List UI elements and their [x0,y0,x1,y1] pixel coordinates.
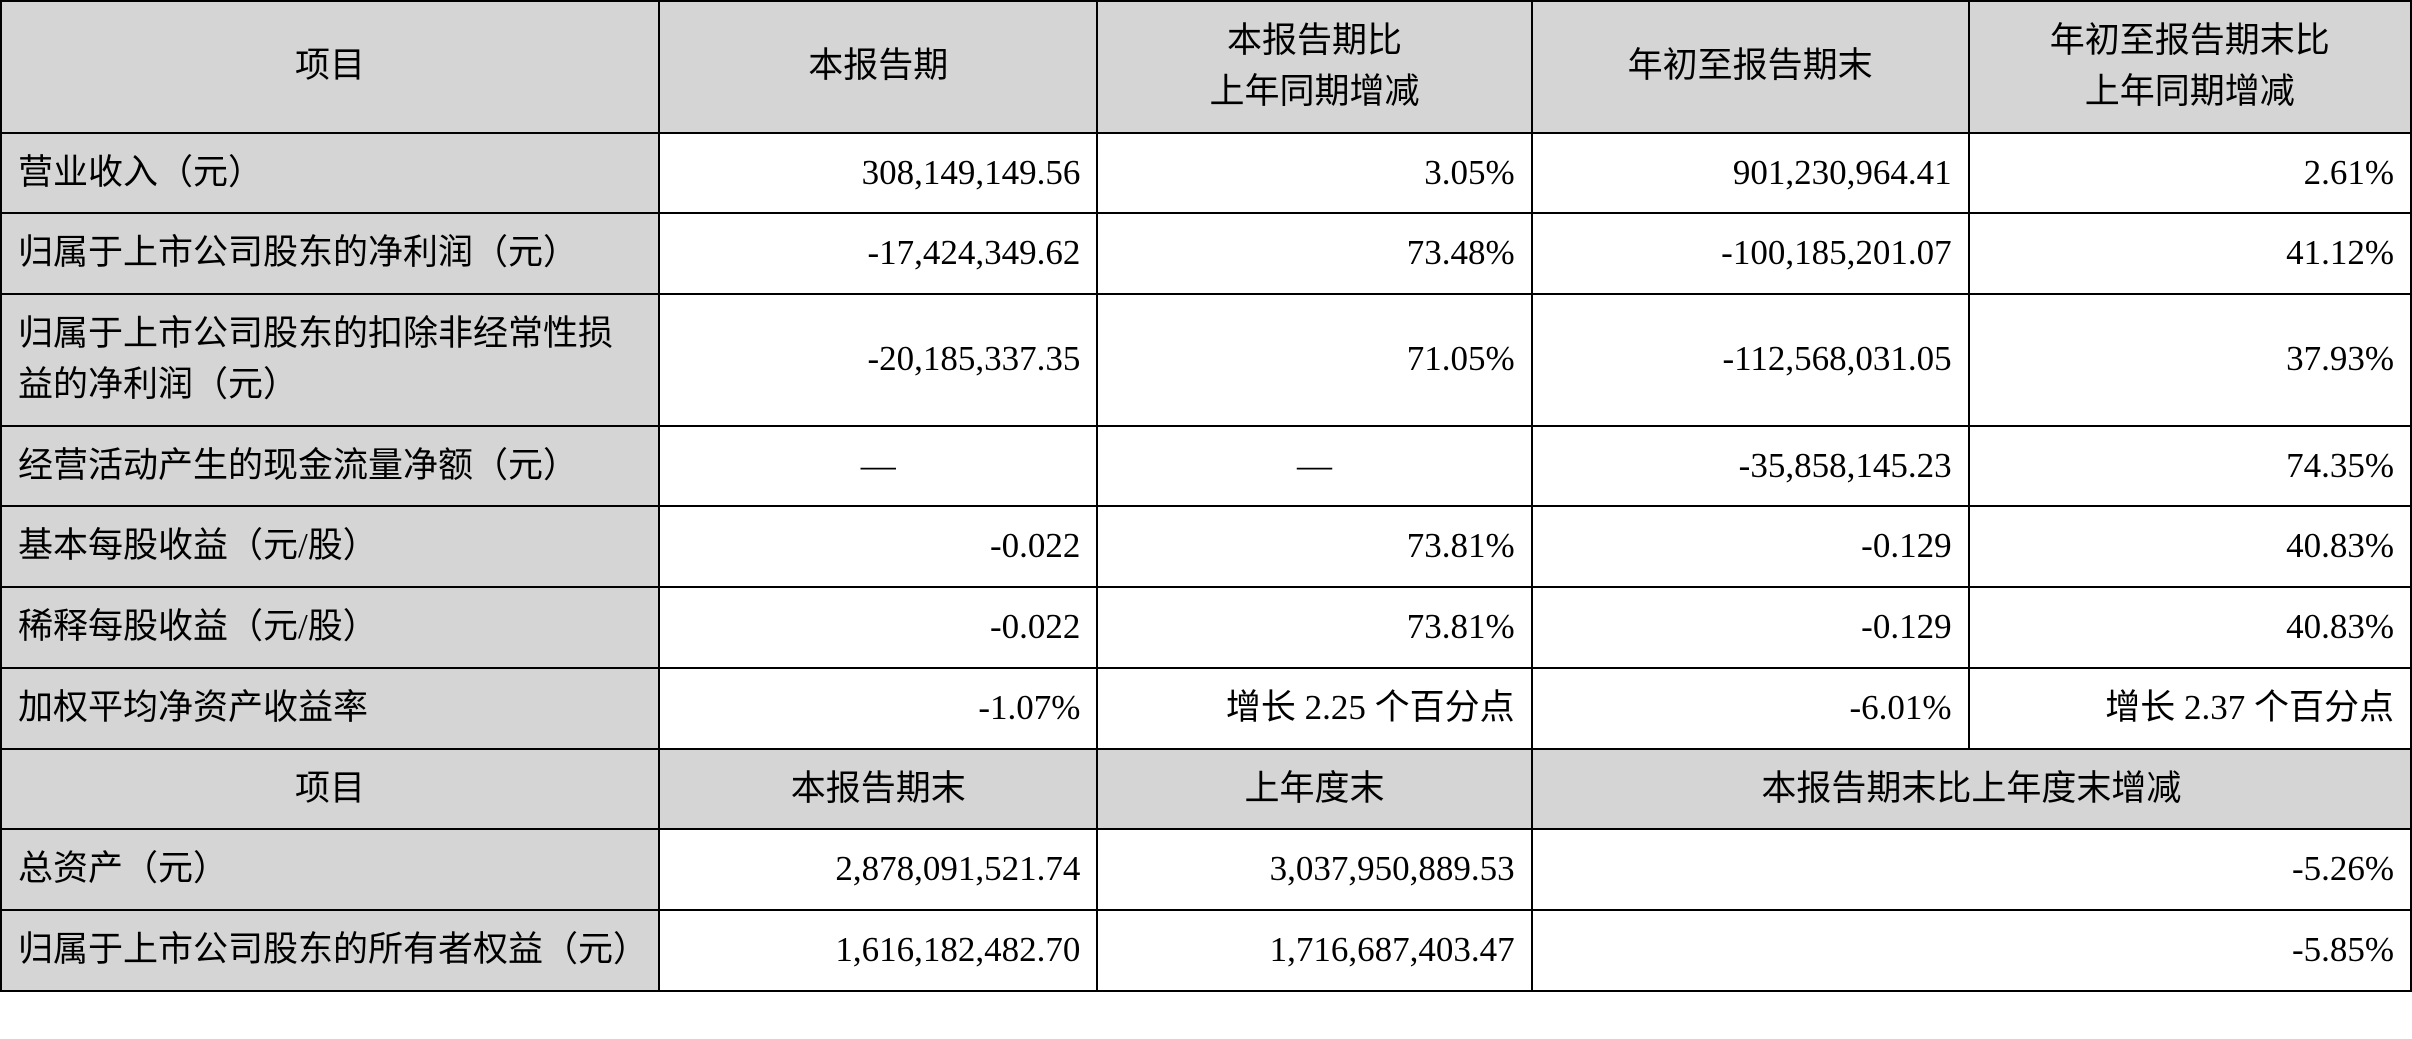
row-value: 3.05% [1097,133,1531,214]
section1-header-2: 本报告期比上年同期增减 [1097,1,1531,133]
row-label: 经营活动产生的现金流量净额（元） [1,426,659,507]
row-value: -112,568,031.05 [1532,294,1969,426]
section1-header-1: 本报告期 [659,1,1097,133]
row-value: -17,424,349.62 [659,213,1097,294]
row-value: 74.35% [1969,426,2411,507]
section2-header-1: 本报告期末 [659,749,1097,830]
row-value: -6.01% [1532,668,1969,749]
table-row: 基本每股收益（元/股） -0.022 73.81% -0.129 40.83% [1,506,2411,587]
row-value: 3,037,950,889.53 [1097,829,1531,910]
section2-header-2: 上年度末 [1097,749,1531,830]
table-row: 归属于上市公司股东的扣除非经常性损益的净利润（元） -20,185,337.35… [1,294,2411,426]
row-value: 2,878,091,521.74 [659,829,1097,910]
row-value: 73.81% [1097,506,1531,587]
row-label: 稀释每股收益（元/股） [1,587,659,668]
table-row: 经营活动产生的现金流量净额（元） — — -35,858,145.23 74.3… [1,426,2411,507]
section2-header-3: 本报告期末比上年度末增减 [1532,749,2411,830]
row-value: 1,716,687,403.47 [1097,910,1531,991]
row-value: 2.61% [1969,133,2411,214]
row-value: 73.81% [1097,587,1531,668]
row-value: -100,185,201.07 [1532,213,1969,294]
row-value: 73.48% [1097,213,1531,294]
table-row: 归属于上市公司股东的净利润（元） -17,424,349.62 73.48% -… [1,213,2411,294]
row-label: 归属于上市公司股东的净利润（元） [1,213,659,294]
table-row: 归属于上市公司股东的所有者权益（元） 1,616,182,482.70 1,71… [1,910,2411,991]
row-value: 37.93% [1969,294,2411,426]
section1-header-3: 年初至报告期末 [1532,1,1969,133]
row-value: -0.022 [659,506,1097,587]
row-label: 归属于上市公司股东的所有者权益（元） [1,910,659,991]
financial-table: 项目 本报告期 本报告期比上年同期增减 年初至报告期末 年初至报告期末比上年同期… [0,0,2412,992]
row-label: 总资产（元） [1,829,659,910]
table-row: 加权平均净资产收益率 -1.07% 增长 2.25 个百分点 -6.01% 增长… [1,668,2411,749]
section1-header-row: 项目 本报告期 本报告期比上年同期增减 年初至报告期末 年初至报告期末比上年同期… [1,1,2411,133]
row-value: 41.12% [1969,213,2411,294]
row-label: 营业收入（元） [1,133,659,214]
financial-table-container: 项目 本报告期 本报告期比上年同期增减 年初至报告期末 年初至报告期末比上年同期… [0,0,2412,992]
row-value: 40.83% [1969,587,2411,668]
table-row: 营业收入（元） 308,149,149.56 3.05% 901,230,964… [1,133,2411,214]
row-value: 901,230,964.41 [1532,133,1969,214]
row-value: -1.07% [659,668,1097,749]
row-value: 40.83% [1969,506,2411,587]
row-value: -5.26% [1532,829,2411,910]
section2-header-row: 项目 本报告期末 上年度末 本报告期末比上年度末增减 [1,749,2411,830]
row-value: — [659,426,1097,507]
row-label: 归属于上市公司股东的扣除非经常性损益的净利润（元） [1,294,659,426]
row-value: 1,616,182,482.70 [659,910,1097,991]
row-value: 增长 2.37 个百分点 [1969,668,2411,749]
row-value: -5.85% [1532,910,2411,991]
row-value: -0.022 [659,587,1097,668]
row-value: -20,185,337.35 [659,294,1097,426]
row-value: 308,149,149.56 [659,133,1097,214]
row-value: -35,858,145.23 [1532,426,1969,507]
section2-header-0: 项目 [1,749,659,830]
section1-header-0: 项目 [1,1,659,133]
row-value: -0.129 [1532,506,1969,587]
row-label: 基本每股收益（元/股） [1,506,659,587]
table-row: 稀释每股收益（元/股） -0.022 73.81% -0.129 40.83% [1,587,2411,668]
row-value: 71.05% [1097,294,1531,426]
table-row: 总资产（元） 2,878,091,521.74 3,037,950,889.53… [1,829,2411,910]
row-label: 加权平均净资产收益率 [1,668,659,749]
section1-header-4: 年初至报告期末比上年同期增减 [1969,1,2411,133]
row-value: 增长 2.25 个百分点 [1097,668,1531,749]
row-value: -0.129 [1532,587,1969,668]
row-value: — [1097,426,1531,507]
